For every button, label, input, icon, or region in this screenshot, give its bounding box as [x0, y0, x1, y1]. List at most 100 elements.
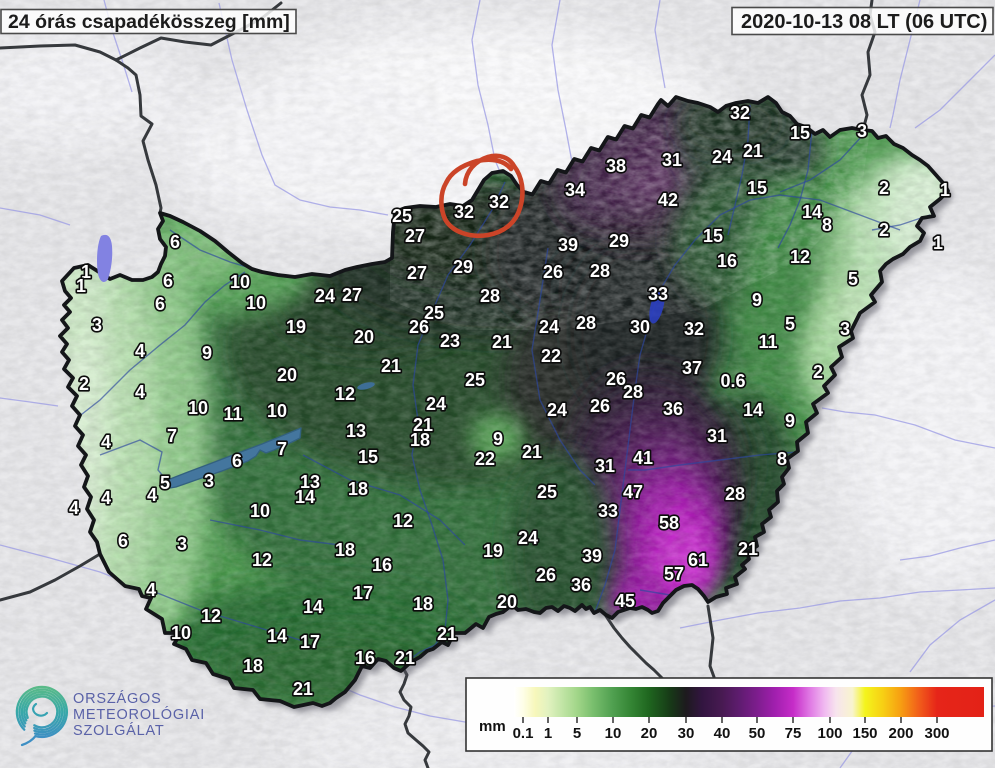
svg-text:1: 1: [76, 276, 86, 296]
svg-text:1: 1: [933, 233, 943, 253]
svg-text:24: 24: [547, 400, 567, 420]
svg-text:31: 31: [595, 456, 615, 476]
svg-text:36: 36: [571, 575, 591, 595]
svg-text:24: 24: [712, 147, 732, 167]
svg-text:9: 9: [202, 343, 212, 363]
svg-text:9: 9: [752, 290, 762, 310]
svg-text:21: 21: [437, 624, 457, 644]
svg-text:18: 18: [335, 540, 355, 560]
svg-text:13: 13: [300, 472, 320, 492]
svg-text:17: 17: [353, 583, 373, 603]
svg-text:32: 32: [730, 103, 750, 123]
svg-text:47: 47: [623, 482, 643, 502]
svg-text:6: 6: [170, 232, 180, 252]
svg-text:2: 2: [879, 178, 889, 198]
svg-text:4: 4: [69, 498, 79, 518]
svg-text:19: 19: [286, 317, 306, 337]
svg-text:38: 38: [606, 156, 626, 176]
svg-text:10: 10: [188, 398, 208, 418]
svg-text:15: 15: [747, 178, 767, 198]
svg-text:12: 12: [201, 606, 221, 626]
svg-text:8: 8: [777, 449, 787, 469]
svg-text:37: 37: [682, 358, 702, 378]
svg-text:20: 20: [641, 725, 658, 742]
svg-text:3: 3: [177, 534, 187, 554]
svg-text:32: 32: [489, 192, 509, 212]
svg-text:9: 9: [493, 429, 503, 449]
svg-text:24: 24: [539, 317, 559, 337]
svg-text:4: 4: [135, 382, 145, 402]
svg-text:25: 25: [537, 482, 557, 502]
svg-text:ORSZÁGOS: ORSZÁGOS: [73, 690, 162, 707]
svg-text:61: 61: [688, 550, 708, 570]
svg-text:10: 10: [246, 293, 266, 313]
svg-text:2020-10-13 08 LT (06 UTC): 2020-10-13 08 LT (06 UTC): [741, 11, 987, 33]
svg-text:10: 10: [250, 501, 270, 521]
svg-text:8: 8: [822, 215, 832, 235]
svg-text:21: 21: [738, 539, 758, 559]
svg-text:28: 28: [576, 313, 596, 333]
svg-text:33: 33: [648, 284, 668, 304]
svg-text:2: 2: [879, 220, 889, 240]
svg-text:SZOLGÁLAT: SZOLGÁLAT: [73, 722, 165, 739]
svg-text:29: 29: [453, 257, 473, 277]
svg-text:42: 42: [658, 190, 678, 210]
svg-text:36: 36: [663, 399, 683, 419]
svg-text:26: 26: [606, 369, 626, 389]
svg-text:21: 21: [743, 141, 763, 161]
svg-text:23: 23: [440, 331, 460, 351]
svg-text:5: 5: [785, 314, 795, 334]
svg-text:10: 10: [605, 725, 622, 742]
svg-text:20: 20: [354, 327, 374, 347]
svg-text:39: 39: [558, 235, 578, 255]
svg-text:17: 17: [300, 632, 320, 652]
svg-text:14: 14: [267, 626, 287, 646]
svg-text:50: 50: [749, 725, 766, 742]
svg-text:32: 32: [454, 202, 474, 222]
svg-text:3: 3: [857, 121, 867, 141]
svg-text:32: 32: [684, 319, 704, 339]
svg-text:29: 29: [609, 231, 629, 251]
svg-text:12: 12: [393, 511, 413, 531]
svg-text:14: 14: [295, 487, 315, 507]
svg-text:24 órás csapadékösszeg [mm]: 24 órás csapadékösszeg [mm]: [8, 11, 290, 33]
svg-text:10: 10: [171, 623, 191, 643]
svg-text:24: 24: [426, 394, 446, 414]
svg-text:7: 7: [167, 426, 177, 446]
svg-text:30: 30: [678, 725, 695, 742]
svg-text:6: 6: [232, 451, 242, 471]
svg-text:100: 100: [817, 725, 842, 742]
svg-text:1: 1: [940, 180, 950, 200]
svg-text:2: 2: [79, 374, 89, 394]
svg-text:27: 27: [405, 226, 425, 246]
svg-text:3: 3: [92, 315, 102, 335]
svg-text:18: 18: [348, 479, 368, 499]
svg-text:6: 6: [118, 531, 128, 551]
svg-text:4: 4: [147, 485, 157, 505]
svg-text:4: 4: [101, 432, 111, 452]
svg-text:5: 5: [848, 269, 858, 289]
svg-text:31: 31: [707, 426, 727, 446]
svg-text:45: 45: [615, 591, 635, 611]
svg-text:24: 24: [315, 286, 335, 306]
svg-text:6: 6: [155, 294, 165, 314]
svg-text:150: 150: [852, 725, 877, 742]
svg-text:18: 18: [410, 430, 430, 450]
svg-text:20: 20: [497, 592, 517, 612]
svg-text:12: 12: [252, 550, 272, 570]
svg-text:41: 41: [633, 448, 653, 468]
svg-text:57: 57: [664, 564, 684, 584]
svg-text:24: 24: [518, 528, 538, 548]
svg-text:33: 33: [598, 501, 618, 521]
svg-text:28: 28: [480, 286, 500, 306]
svg-text:11: 11: [758, 332, 777, 352]
svg-text:0.6: 0.6: [720, 371, 745, 391]
svg-text:5: 5: [573, 725, 581, 742]
svg-text:28: 28: [623, 382, 643, 402]
svg-text:22: 22: [541, 346, 561, 366]
svg-text:21: 21: [413, 415, 433, 435]
svg-text:26: 26: [536, 565, 556, 585]
svg-text:7: 7: [277, 439, 287, 459]
svg-text:12: 12: [790, 247, 810, 267]
svg-text:20: 20: [277, 365, 297, 385]
